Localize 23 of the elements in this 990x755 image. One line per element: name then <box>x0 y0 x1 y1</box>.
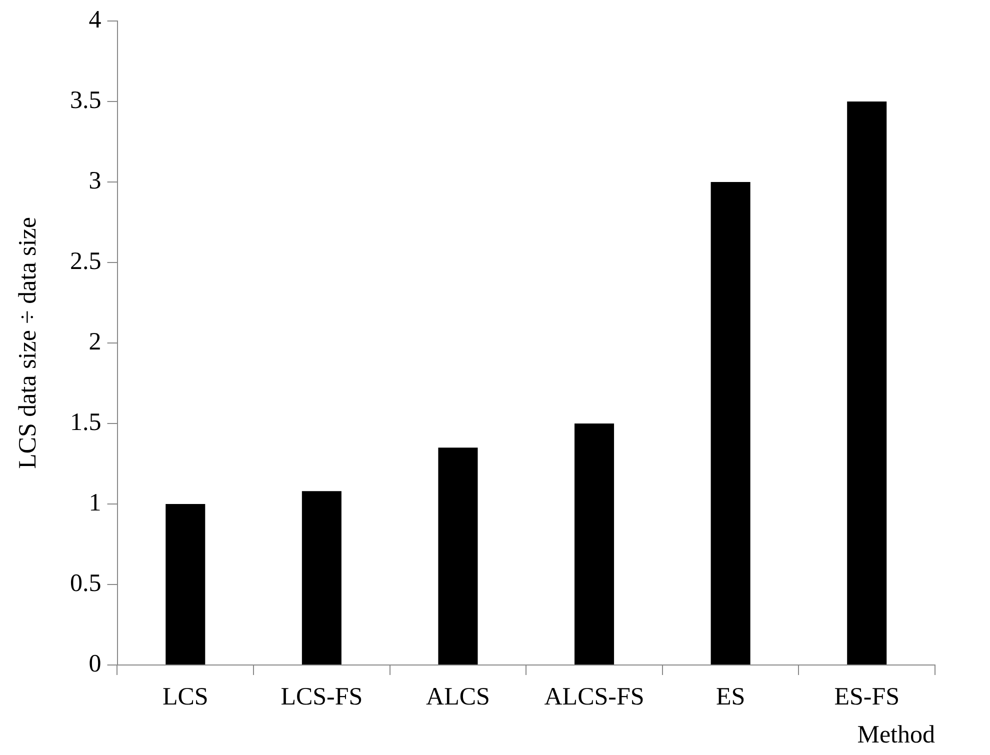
y-tick-label: 3.5 <box>70 87 102 114</box>
y-axis-title: LCS data size ÷ data size <box>14 217 42 469</box>
bar <box>302 491 342 664</box>
y-tick-label: 0 <box>88 650 102 678</box>
bar <box>438 448 478 664</box>
bar <box>847 102 887 664</box>
x-tick-label: ES <box>716 684 746 711</box>
bar <box>574 424 614 664</box>
y-tick-label: 3 <box>88 168 102 195</box>
y-tick-label: 2.5 <box>70 248 102 276</box>
x-axis-title: Method <box>857 722 936 749</box>
y-tick-label: 1.5 <box>70 409 102 436</box>
y-tick-label: 2 <box>88 328 102 356</box>
x-tick-label: ALCS <box>426 684 490 711</box>
x-tick-label: ALCS-FS <box>544 684 644 711</box>
bar <box>710 182 750 664</box>
y-tick-label: 0.5 <box>70 570 102 598</box>
x-tick-label: LCS <box>162 684 208 711</box>
x-tick-label: ES-FS <box>834 684 900 711</box>
bar <box>166 504 206 664</box>
x-tick-label: LCS-FS <box>280 684 363 711</box>
y-tick-label: 4 <box>88 6 102 34</box>
y-tick-label: 1 <box>88 490 102 517</box>
